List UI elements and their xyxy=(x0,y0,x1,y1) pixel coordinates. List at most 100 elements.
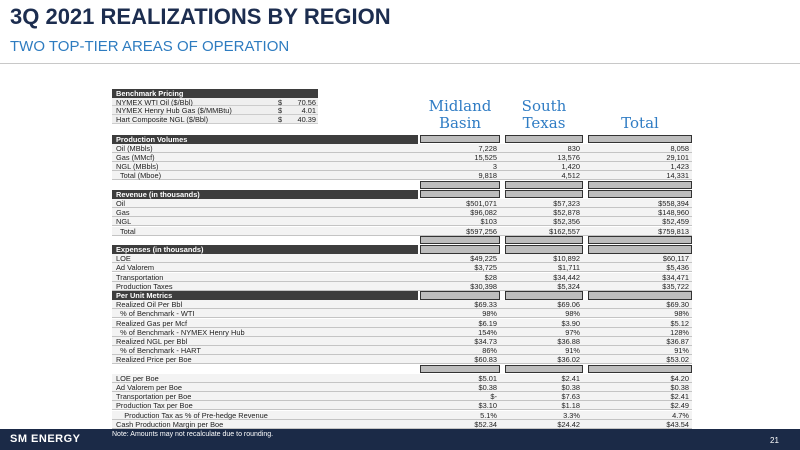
cell-value: 7,228 xyxy=(478,143,498,153)
row-bg xyxy=(112,263,692,273)
row-bg xyxy=(112,171,692,181)
row-label: % of Benchmark - WTI xyxy=(116,309,195,319)
cell-value: 14,331 xyxy=(666,171,689,181)
row-label: Oil (MBbls) xyxy=(116,143,153,153)
row-label: LOE xyxy=(116,254,131,264)
column-header: South Texas xyxy=(521,97,567,132)
row-label: Total (Mboe) xyxy=(116,171,162,181)
cell-value: $162,557 xyxy=(549,226,580,236)
row-label: Production Taxes xyxy=(116,281,173,291)
benchmark-value: 70.56 xyxy=(297,97,317,107)
cell-value: $28 xyxy=(484,272,497,282)
cell-value: $60.83 xyxy=(474,355,497,365)
section-header: Production Volumes xyxy=(112,134,418,144)
cell-value: 86% xyxy=(482,346,497,356)
row-label: NYMEX Henry Hub Gas ($/MMBtu) xyxy=(116,106,232,116)
row-label: Total xyxy=(116,226,136,236)
row-bg xyxy=(112,272,692,282)
row-bg xyxy=(112,318,692,328)
note: Note: Amounts may not recalculate due to… xyxy=(112,431,274,438)
currency: $ xyxy=(278,115,283,125)
header-box xyxy=(420,135,500,144)
cell-value: $0.38 xyxy=(670,382,690,392)
cell-value: $36.88 xyxy=(557,336,580,346)
cell-value: $501,071 xyxy=(466,198,497,208)
cell-value: 3 xyxy=(492,162,497,172)
cell-value: $0.38 xyxy=(561,382,581,392)
row-label: Production Tax as % of Pre-hedge Revenue xyxy=(116,410,268,420)
cell-value: $52,459 xyxy=(662,217,689,227)
blank-row xyxy=(112,235,418,245)
blank-box xyxy=(588,181,692,190)
row-label: Realized Oil Per Bbl xyxy=(116,300,183,310)
blank-box xyxy=(420,365,500,374)
cell-value: 154% xyxy=(478,327,497,337)
row-label: NYMEX WTI Oil ($/Bbl) xyxy=(116,97,193,107)
section-header: Expenses (in thousands) xyxy=(112,244,418,255)
currency: $ xyxy=(278,97,283,107)
cell-value: 97% xyxy=(565,327,580,337)
header-box xyxy=(420,291,500,300)
cell-value: $4.20 xyxy=(670,373,690,383)
cell-value: 91% xyxy=(565,346,580,356)
row-bg xyxy=(112,382,692,393)
cell-value: $69.06 xyxy=(557,300,580,310)
cell-value: $34,471 xyxy=(662,272,689,282)
cell-value: $69.30 xyxy=(666,300,689,310)
row-bg xyxy=(112,401,692,411)
cell-value: $103 xyxy=(480,217,497,227)
cell-value: $36.02 xyxy=(557,355,580,365)
subtitle: TWO TOP-TIER AREAS OF OPERATION xyxy=(10,38,290,55)
row-bg xyxy=(112,410,692,420)
row-bg xyxy=(112,300,692,310)
cell-value: 15,525 xyxy=(474,152,497,162)
cell-value: $34,442 xyxy=(553,272,580,282)
cell-value: $10,892 xyxy=(553,254,580,264)
column-header: Midland Basin xyxy=(428,97,492,132)
currency: $ xyxy=(278,106,283,116)
cell-value: $3.10 xyxy=(478,401,498,411)
cell-value: $558,394 xyxy=(658,198,689,208)
cell-value: $30,398 xyxy=(470,281,497,291)
row-bg xyxy=(112,327,692,337)
row-label: Transportation xyxy=(116,272,164,282)
cell-value: $60,117 xyxy=(662,254,689,264)
header-box xyxy=(420,245,500,254)
row-bg xyxy=(112,143,692,153)
header-box xyxy=(505,245,583,254)
row-bg xyxy=(112,217,692,227)
cell-value: $1,711 xyxy=(557,263,580,273)
cell-value: 3.3% xyxy=(563,410,580,420)
cell-value: $0.38 xyxy=(478,382,498,392)
header-box xyxy=(588,245,692,254)
cell-value: 128% xyxy=(670,327,689,337)
blank-box xyxy=(420,236,500,245)
cell-value: $52.34 xyxy=(474,419,497,429)
row-label: NGL (MBbls) xyxy=(116,162,159,172)
cell-value: 4,512 xyxy=(561,171,581,181)
cell-value: $- xyxy=(490,392,497,402)
row-label: Production Tax per Boe xyxy=(116,401,193,411)
row-bg xyxy=(112,198,692,209)
cell-value: $52,356 xyxy=(553,217,580,227)
footer-bar xyxy=(0,429,800,450)
cell-value: $1.18 xyxy=(561,401,581,411)
row-label: Ad Valorem xyxy=(116,263,155,273)
blank-box xyxy=(505,181,583,190)
benchmark-value: 40.39 xyxy=(297,115,317,125)
blank-box xyxy=(588,236,692,245)
cell-value: $57,323 xyxy=(553,198,580,208)
row-bg xyxy=(112,281,692,291)
row-label: Oil xyxy=(116,198,126,208)
row-bg xyxy=(112,373,692,383)
column-header: Total xyxy=(621,114,659,132)
blank-box xyxy=(505,236,583,245)
header-box xyxy=(505,190,583,199)
title: 3Q 2021 REALIZATIONS BY REGION xyxy=(10,4,391,29)
header-box xyxy=(588,190,692,199)
row-bg xyxy=(112,115,318,124)
cell-value: $52,878 xyxy=(553,208,580,218)
cell-value: $7.63 xyxy=(561,392,581,402)
cell-value: 98% xyxy=(482,309,497,319)
page-number: 21 xyxy=(770,436,779,445)
